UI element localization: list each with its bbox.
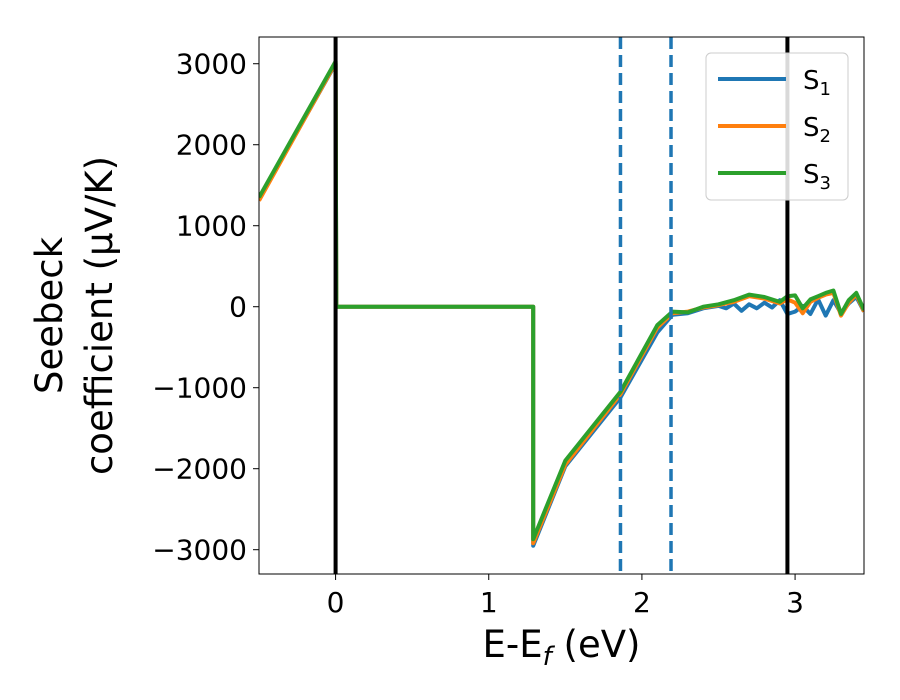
x-tick-label: 3 <box>786 586 804 619</box>
x-tick-label: 1 <box>480 586 498 619</box>
x-axis-label: E-Ef (eV) <box>483 623 641 672</box>
x-tick-label: 0 <box>327 586 345 619</box>
x-tick-label: 2 <box>633 586 651 619</box>
y-axis-label-line1: Seebeck <box>28 236 71 394</box>
series-line-s3 <box>259 59 864 542</box>
y-tick-label: −3000 <box>152 534 247 567</box>
y-tick-label: 2000 <box>176 129 247 162</box>
y-axis-label-line2: coefficient (μV/K) <box>78 156 121 475</box>
y-tick-label: 0 <box>229 291 247 324</box>
x-axis-label-unit: (eV) <box>552 623 641 666</box>
y-axis-label: Seebeck coefficient (μV/K) <box>28 156 121 475</box>
y-tick-label: −1000 <box>152 372 247 405</box>
axis-ticks: 0 1 2 3 −3000 −2000 −1000 0 1000 2000 3000 <box>152 48 804 619</box>
legend-label-s1: S1 <box>803 66 831 100</box>
legend-label-s3: S3 <box>803 160 831 194</box>
series-lines <box>259 59 864 548</box>
y-tick-label: −2000 <box>152 453 247 486</box>
legend-label-s2: S2 <box>803 113 831 147</box>
y-tick-label: 3000 <box>176 48 247 81</box>
y-tick-label: 1000 <box>176 210 247 243</box>
x-axis-label-main: E-E <box>483 623 543 666</box>
plot-frame <box>258 36 865 575</box>
legend: S1 S2 S3 <box>705 52 849 201</box>
